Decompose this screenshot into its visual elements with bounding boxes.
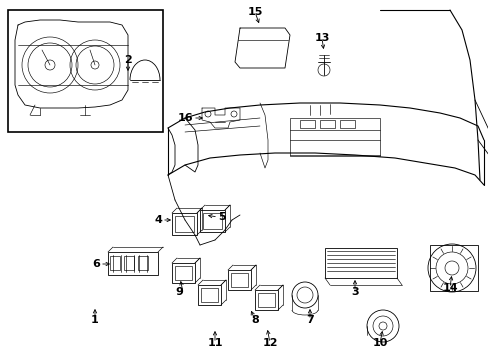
Text: 9: 9 xyxy=(175,287,183,297)
Bar xyxy=(339,120,354,128)
Text: 10: 10 xyxy=(371,338,387,348)
Text: 11: 11 xyxy=(207,338,223,348)
Text: 7: 7 xyxy=(305,315,313,325)
Bar xyxy=(299,120,314,128)
Bar xyxy=(227,270,250,290)
Bar xyxy=(254,290,278,310)
Bar xyxy=(124,256,134,270)
Text: 8: 8 xyxy=(251,315,258,325)
Bar xyxy=(175,266,192,280)
Bar xyxy=(429,245,477,291)
Bar xyxy=(172,263,195,283)
Bar xyxy=(200,210,224,232)
Bar xyxy=(110,256,120,270)
Bar xyxy=(138,256,148,270)
Text: 1: 1 xyxy=(91,315,99,325)
Bar xyxy=(203,213,222,229)
Bar xyxy=(325,248,396,278)
Bar xyxy=(175,216,194,232)
Bar xyxy=(319,120,334,128)
Bar xyxy=(289,118,379,156)
Bar xyxy=(201,288,218,302)
Text: 14: 14 xyxy=(441,283,457,293)
Bar xyxy=(230,273,247,287)
Bar xyxy=(172,213,197,235)
Text: 13: 13 xyxy=(314,33,329,43)
Bar xyxy=(258,293,274,307)
Text: 6: 6 xyxy=(92,259,100,269)
Text: 3: 3 xyxy=(350,287,358,297)
Text: 15: 15 xyxy=(247,7,262,17)
Bar xyxy=(8,10,163,132)
Bar xyxy=(198,285,221,305)
Text: 4: 4 xyxy=(154,215,162,225)
Bar xyxy=(108,252,158,275)
Text: 2: 2 xyxy=(124,55,132,65)
Text: 12: 12 xyxy=(262,338,277,348)
Text: 5: 5 xyxy=(218,212,225,222)
Text: 16: 16 xyxy=(177,113,193,123)
